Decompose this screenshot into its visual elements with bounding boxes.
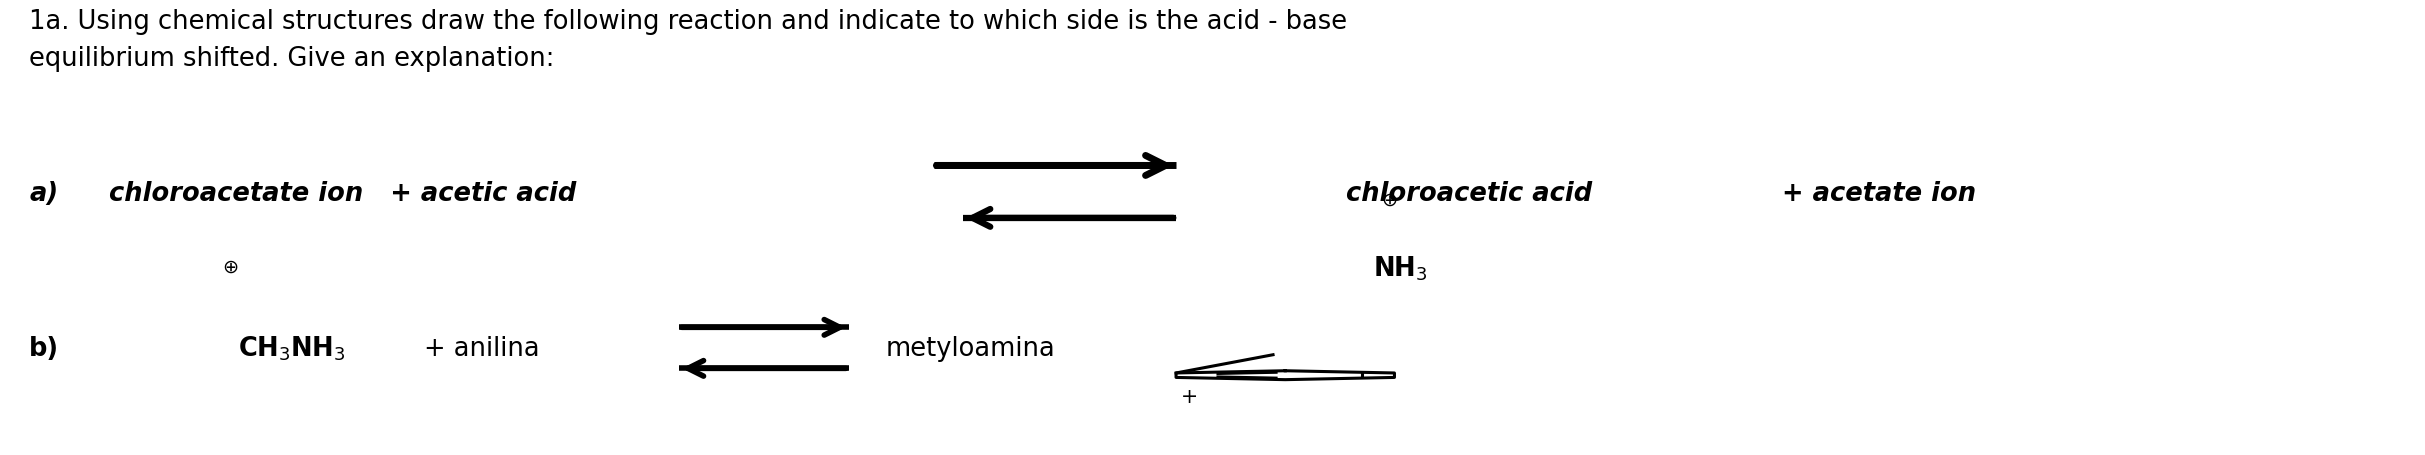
Text: ⊕: ⊕ [1382, 191, 1397, 210]
Text: 1a. Using chemical structures draw the following reaction and indicate to which : 1a. Using chemical structures draw the f… [29, 9, 1348, 72]
Text: metyloamina: metyloamina [885, 335, 1055, 361]
Text: + anilina: + anilina [424, 335, 541, 361]
Text: chloroacetate ion   + acetic acid: chloroacetate ion + acetic acid [109, 180, 577, 207]
Text: chloroacetic acid: chloroacetic acid [1346, 180, 1591, 207]
Text: CH$_3$NH$_3$: CH$_3$NH$_3$ [238, 334, 344, 362]
Text: a): a) [29, 180, 58, 207]
Text: +: + [1181, 386, 1198, 406]
Text: b): b) [29, 335, 58, 361]
Text: + acetate ion: + acetate ion [1782, 180, 1976, 207]
Text: ⊕: ⊕ [223, 257, 238, 276]
Text: NH$_3$: NH$_3$ [1373, 254, 1428, 282]
